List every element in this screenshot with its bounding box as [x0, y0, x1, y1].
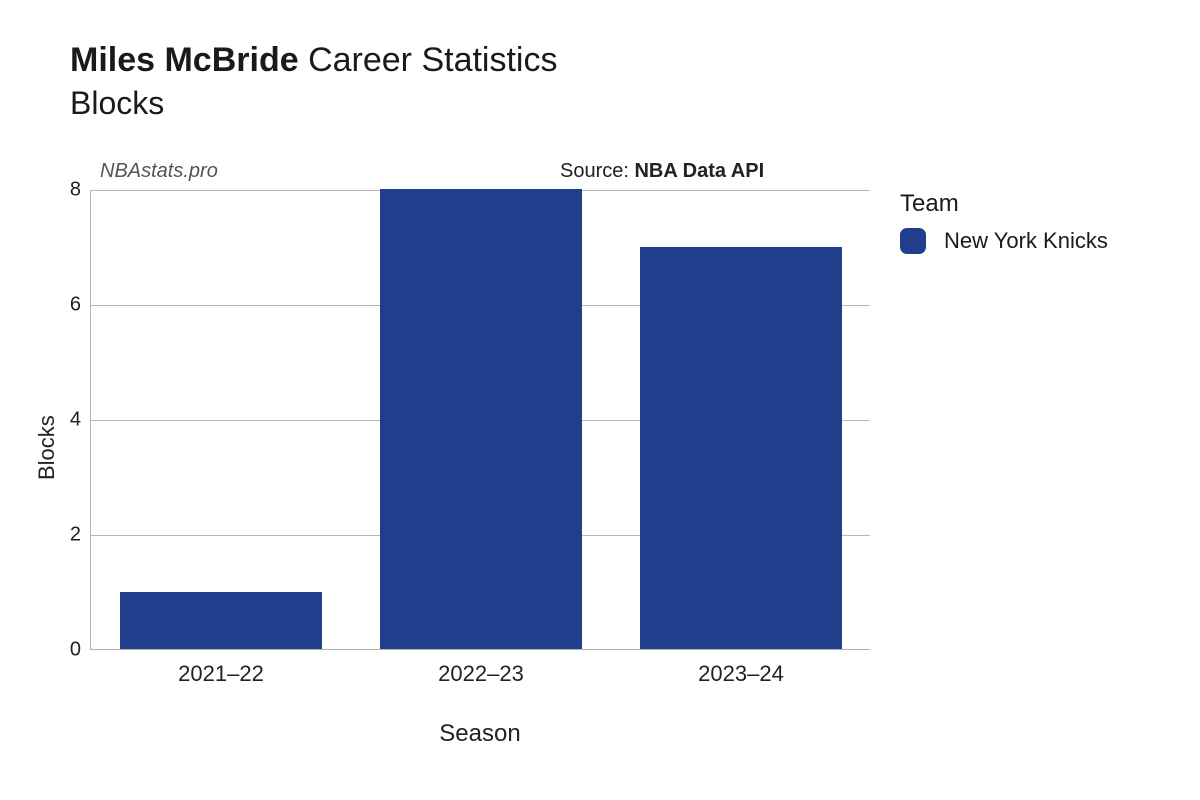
- source-name: NBA Data API: [634, 160, 764, 182]
- legend-item: New York Knicks: [900, 228, 1108, 254]
- x-tick-label: 2022–23: [438, 649, 524, 687]
- title-player-name: Miles McBride: [70, 41, 299, 79]
- legend: Team New York Knicks: [900, 190, 1108, 254]
- chart-subtitle: Blocks: [70, 85, 557, 122]
- source-prefix: Source:: [560, 160, 634, 182]
- source-attribution: Source: NBA Data API: [560, 160, 764, 183]
- bar: [640, 247, 843, 650]
- plot-frame: 024682021–222022–232023–24: [90, 190, 870, 650]
- title-suffix: Career Statistics: [308, 41, 557, 79]
- legend-title: Team: [900, 190, 1108, 218]
- watermark-text: NBAstats.pro: [100, 160, 218, 183]
- bar: [120, 592, 323, 650]
- y-tick-label: 8: [70, 179, 91, 202]
- y-axis-label: Blocks: [34, 415, 60, 480]
- chart-plot-area: 024682021–222022–232023–24: [90, 190, 870, 650]
- legend-label: New York Knicks: [944, 228, 1108, 254]
- x-axis-label: Season: [439, 720, 520, 748]
- chart-title-block: Miles McBride Career Statistics Blocks: [70, 40, 557, 122]
- bar: [380, 189, 583, 649]
- y-tick-label: 6: [70, 294, 91, 317]
- y-tick-label: 4: [70, 409, 91, 432]
- chart-title: Miles McBride Career Statistics: [70, 40, 557, 81]
- y-tick-label: 0: [70, 639, 91, 662]
- x-tick-label: 2021–22: [178, 649, 264, 687]
- legend-swatch: [900, 228, 926, 254]
- x-tick-label: 2023–24: [698, 649, 784, 687]
- y-tick-label: 2: [70, 524, 91, 547]
